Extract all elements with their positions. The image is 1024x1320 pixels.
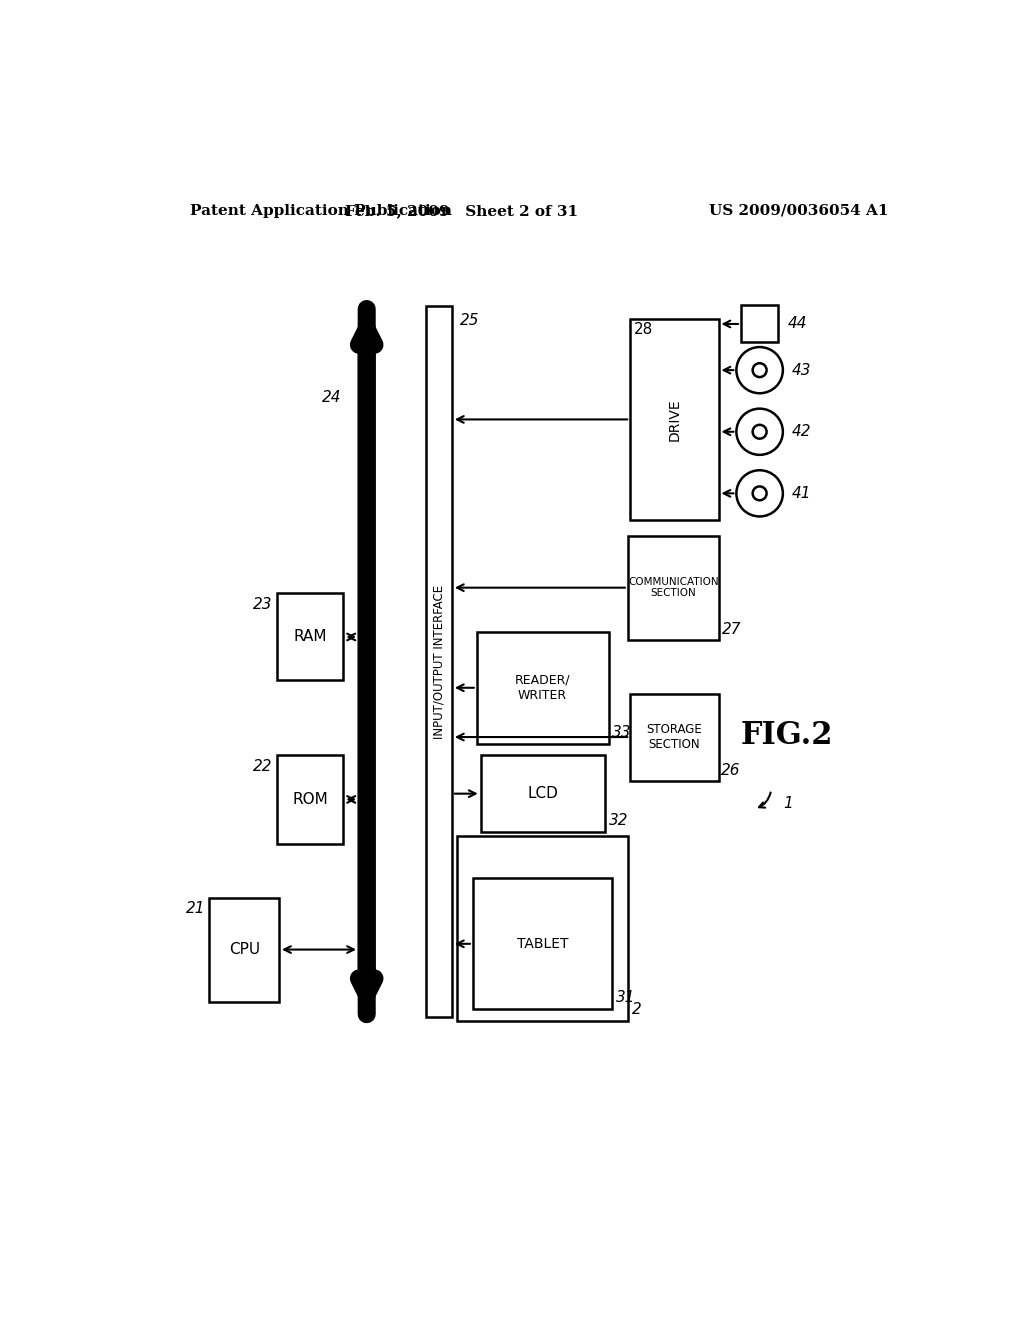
Text: 43: 43 <box>793 363 812 378</box>
Bar <box>276 594 343 681</box>
Text: Feb. 5, 2009   Sheet 2 of 31: Feb. 5, 2009 Sheet 2 of 31 <box>345 203 578 218</box>
Text: 25: 25 <box>460 313 479 327</box>
Text: 22: 22 <box>253 759 273 774</box>
Text: DRIVE: DRIVE <box>668 399 681 441</box>
Bar <box>209 898 280 1002</box>
Bar <box>477 632 608 743</box>
Bar <box>480 755 604 832</box>
Text: 1: 1 <box>783 796 793 812</box>
Text: Patent Application Publication: Patent Application Publication <box>190 203 452 218</box>
Text: COMMUNICATION
SECTION: COMMUNICATION SECTION <box>629 577 719 598</box>
Text: 2: 2 <box>632 1002 641 1016</box>
Text: INPUT/OUTPUT INTERFACE: INPUT/OUTPUT INTERFACE <box>433 585 445 739</box>
Text: 33: 33 <box>612 725 632 739</box>
Text: 27: 27 <box>722 622 741 638</box>
Text: STORAGE
SECTION: STORAGE SECTION <box>646 723 702 751</box>
Bar <box>426 306 452 1016</box>
Text: 21: 21 <box>186 902 206 916</box>
Text: 41: 41 <box>793 486 812 500</box>
Bar <box>741 305 778 342</box>
Text: TABLET: TABLET <box>517 937 568 950</box>
Text: READER/
WRITER: READER/ WRITER <box>515 673 570 702</box>
Bar <box>473 878 612 1010</box>
Text: RAM: RAM <box>293 630 327 644</box>
Bar <box>458 836 628 1020</box>
Text: 28: 28 <box>634 322 653 338</box>
Text: 26: 26 <box>721 763 740 779</box>
Bar <box>276 755 343 843</box>
Text: FIG.2: FIG.2 <box>740 721 833 751</box>
Bar <box>630 693 719 780</box>
Text: 32: 32 <box>608 813 628 829</box>
Bar <box>630 318 719 520</box>
Text: CPU: CPU <box>228 942 260 957</box>
Text: 44: 44 <box>787 317 807 331</box>
Text: 31: 31 <box>616 990 636 1006</box>
Text: US 2009/0036054 A1: US 2009/0036054 A1 <box>710 203 889 218</box>
Text: LCD: LCD <box>527 787 558 801</box>
Text: ROM: ROM <box>292 792 328 807</box>
Text: 23: 23 <box>253 598 273 612</box>
Text: 42: 42 <box>793 424 812 440</box>
Text: 24: 24 <box>322 389 341 405</box>
Bar <box>628 536 719 640</box>
